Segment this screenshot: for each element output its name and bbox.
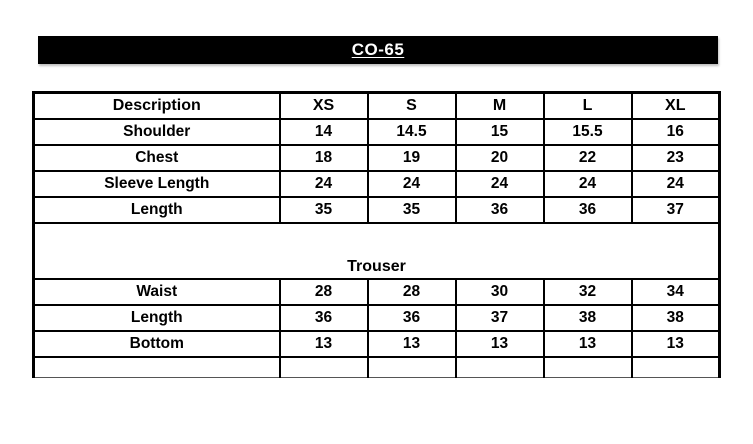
value-cell: 36 xyxy=(542,196,633,224)
value-cell: 36 xyxy=(366,304,457,332)
value-cell: 23 xyxy=(630,144,721,172)
value-cell: 24 xyxy=(454,170,545,198)
value-cell: 32 xyxy=(542,278,633,306)
value-cell: 24 xyxy=(542,170,633,198)
value-cell: 37 xyxy=(454,304,545,332)
row-label-cell: Length xyxy=(32,196,281,224)
table-row-bottom: Bottom 13 13 13 13 13 xyxy=(32,330,721,358)
row-label-cell: Shoulder xyxy=(32,118,281,146)
value-cell: 24 xyxy=(278,170,369,198)
row-label-cell: Bottom xyxy=(32,330,281,358)
value-cell: 16 xyxy=(630,118,721,146)
value-cell: 34 xyxy=(630,278,721,306)
empty-cell xyxy=(630,356,721,378)
value-cell: 28 xyxy=(278,278,369,306)
size-chart-table: Description XS S M L XL Shoulder 14 14.5… xyxy=(32,91,721,378)
value-cell: 15 xyxy=(454,118,545,146)
value-cell: 38 xyxy=(542,304,633,332)
value-cell: 13 xyxy=(542,330,633,358)
trouser-section-label: Trouser xyxy=(32,222,721,280)
value-cell: 13 xyxy=(366,330,457,358)
value-cell: 36 xyxy=(454,196,545,224)
value-cell: 14.5 xyxy=(366,118,457,146)
value-cell: 13 xyxy=(278,330,369,358)
header-cell-l: L xyxy=(542,91,633,120)
value-cell: 20 xyxy=(454,144,545,172)
value-cell: 15.5 xyxy=(542,118,633,146)
row-label-cell: Waist xyxy=(32,278,281,306)
value-cell: 22 xyxy=(542,144,633,172)
table-row-waist: Waist 28 28 30 32 34 xyxy=(32,278,721,306)
empty-cell xyxy=(454,356,545,378)
value-cell: 35 xyxy=(278,196,369,224)
table-header-row: Description XS S M L XL xyxy=(32,91,721,120)
title-bar: CO-65 xyxy=(38,36,718,64)
table-row-shirt-length: Length 35 35 36 36 37 xyxy=(32,196,721,224)
empty-cell xyxy=(32,356,281,378)
header-cell-description: Description xyxy=(32,91,281,120)
value-cell: 35 xyxy=(366,196,457,224)
value-cell: 18 xyxy=(278,144,369,172)
header-cell-xl: XL xyxy=(630,91,721,120)
header-cell-m: M xyxy=(454,91,545,120)
trouser-section-row: Trouser xyxy=(32,222,721,280)
table-row-shoulder: Shoulder 14 14.5 15 15.5 16 xyxy=(32,118,721,146)
value-cell: 30 xyxy=(454,278,545,306)
table-row-trouser-length: Length 36 36 37 38 38 xyxy=(32,304,721,332)
value-cell: 24 xyxy=(366,170,457,198)
value-cell: 24 xyxy=(630,170,721,198)
value-cell: 37 xyxy=(630,196,721,224)
value-cell: 13 xyxy=(630,330,721,358)
empty-cell xyxy=(366,356,457,378)
table-row-sleeve-length: Sleeve Length 24 24 24 24 24 xyxy=(32,170,721,198)
header-cell-s: S xyxy=(366,91,457,120)
header-cell-xs: XS xyxy=(278,91,369,120)
table-row-chest: Chest 18 19 20 22 23 xyxy=(32,144,721,172)
value-cell: 36 xyxy=(278,304,369,332)
empty-cell xyxy=(542,356,633,378)
value-cell: 19 xyxy=(366,144,457,172)
value-cell: 38 xyxy=(630,304,721,332)
table-row-empty xyxy=(32,356,721,378)
empty-cell xyxy=(278,356,369,378)
row-label-cell: Length xyxy=(32,304,281,332)
row-label-cell: Chest xyxy=(32,144,281,172)
value-cell: 14 xyxy=(278,118,369,146)
value-cell: 28 xyxy=(366,278,457,306)
product-code-title: CO-65 xyxy=(351,40,405,59)
value-cell: 13 xyxy=(454,330,545,358)
row-label-cell: Sleeve Length xyxy=(32,170,281,198)
